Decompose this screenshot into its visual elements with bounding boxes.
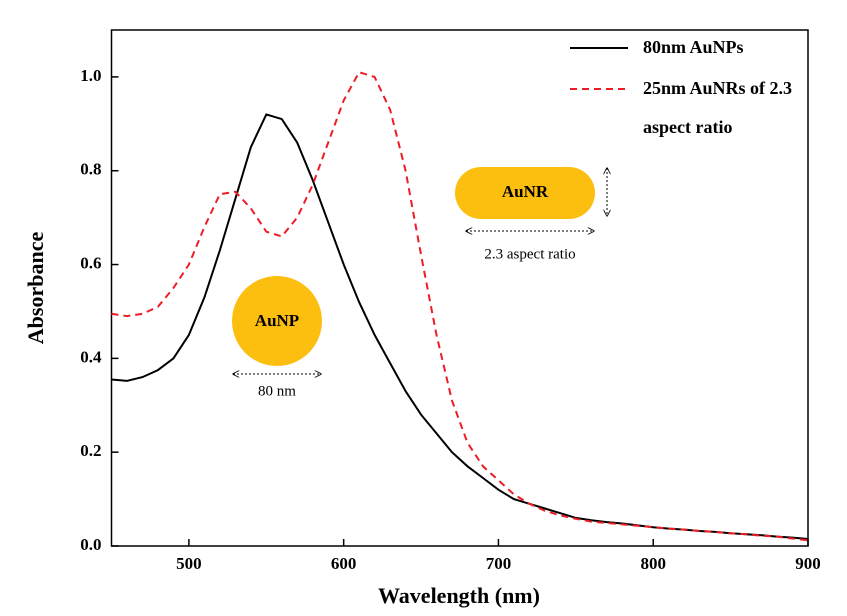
y-tick-label: 1.0 — [80, 66, 101, 85]
y-tick-label: 0.4 — [80, 347, 102, 366]
series-line — [111, 113, 809, 540]
x-tick-label: 600 — [331, 554, 357, 573]
y-tick-label: 0.0 — [80, 535, 101, 554]
y-tick-label: 0.2 — [80, 441, 101, 460]
aunr-icon — [455, 167, 595, 219]
y-tick-label: 0.8 — [80, 160, 101, 179]
x-tick-label: 500 — [176, 554, 202, 573]
annotation: 2.3 aspect ratio — [484, 246, 575, 262]
annotation: AuNR — [502, 182, 549, 201]
annotation: 80 nm — [258, 383, 296, 399]
y-tick-label: 0.6 — [80, 253, 101, 272]
x-tick-label: 700 — [486, 554, 512, 573]
x-axis-label: Wavelength (nm) — [378, 583, 540, 608]
plot-frame — [110, 29, 809, 547]
y-axis-label: Absorbance — [23, 232, 48, 345]
series-line — [111, 71, 809, 542]
aunp-icon — [232, 276, 322, 366]
x-tick-label: 900 — [795, 554, 821, 573]
legend-label: 25nm AuNRs of 2.3 aspect ratio — [643, 78, 793, 137]
x-tick-label: 800 — [640, 554, 666, 573]
legend-label: 80nm AuNPs — [643, 37, 744, 57]
annotation: AuNP — [255, 311, 299, 330]
